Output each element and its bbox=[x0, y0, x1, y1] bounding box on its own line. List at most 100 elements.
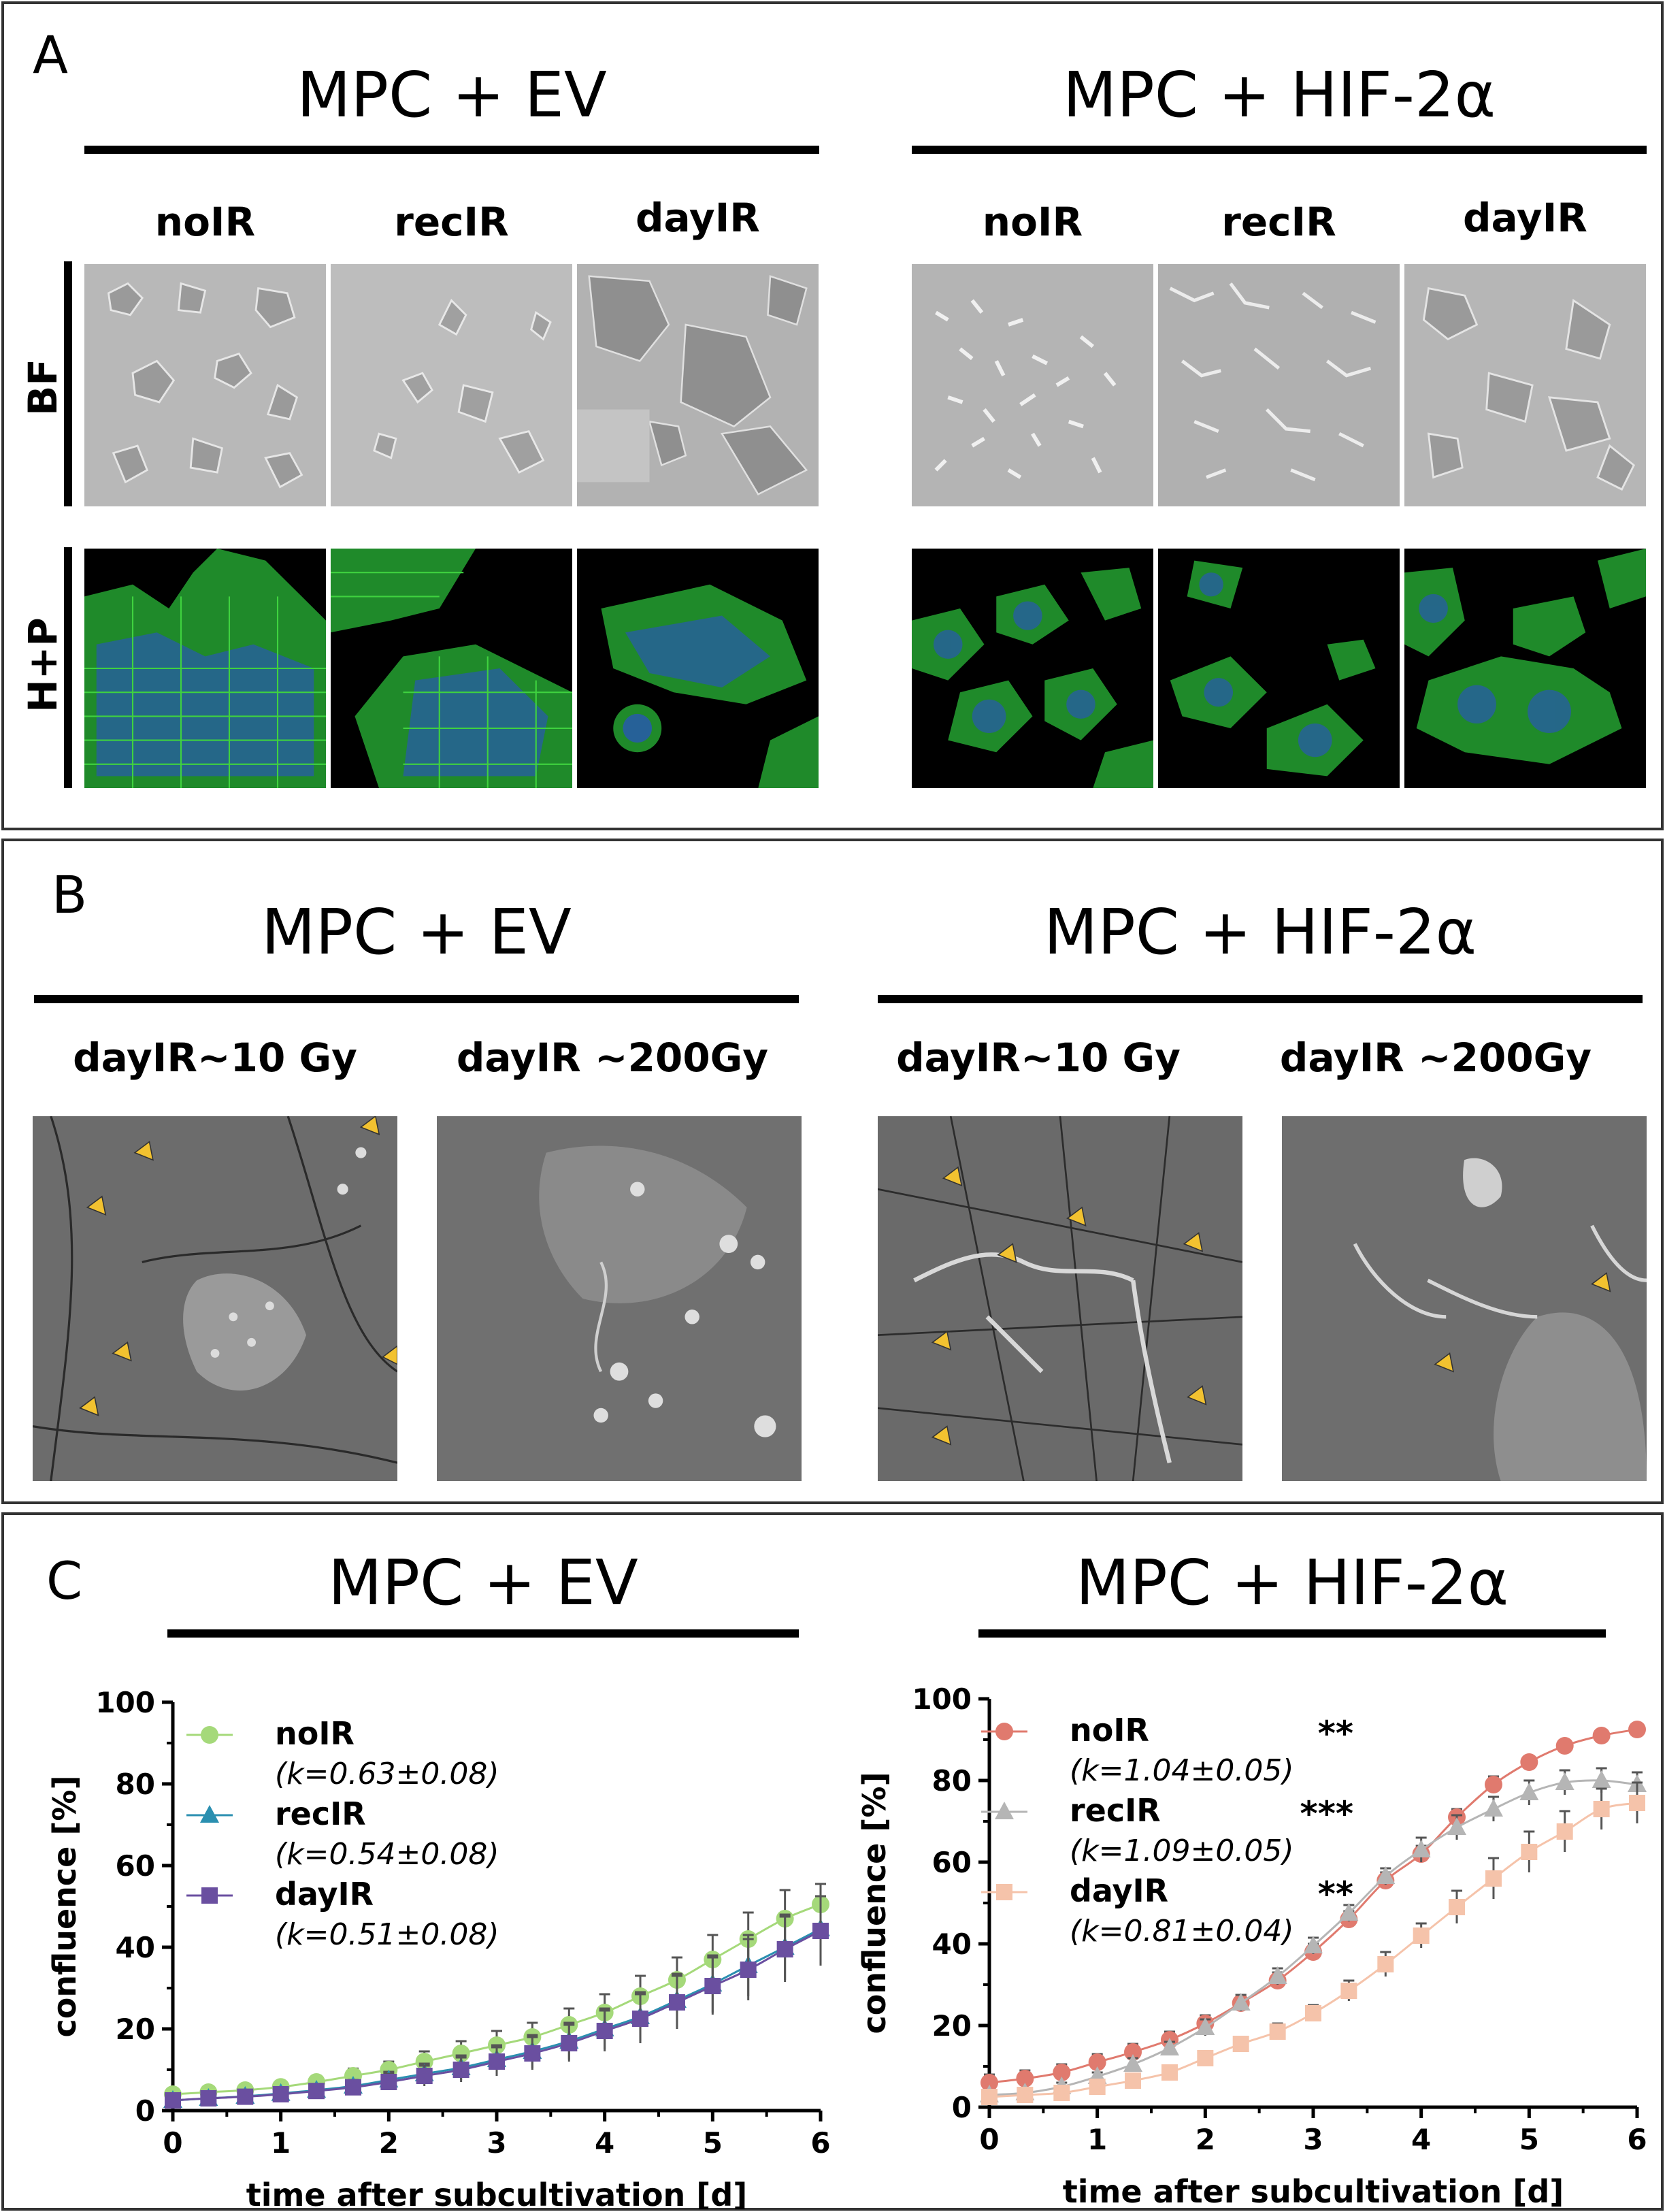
hp-micrograph-ev-recir bbox=[331, 549, 572, 788]
ev-dayIR-point bbox=[200, 2090, 217, 2107]
ev-dayIR-point bbox=[380, 2074, 397, 2090]
ev-legend-k-recIR: (k=0.54±0.08) bbox=[275, 1837, 499, 1872]
hif-noIR-point bbox=[1484, 1776, 1502, 1793]
panel-a-col-noir-hif: noIR bbox=[982, 199, 1083, 245]
ev-y-tick-label: 0 bbox=[135, 2094, 155, 2128]
hp-micrograph-ev-dayir bbox=[577, 549, 819, 788]
hif-noIR-point bbox=[1053, 2064, 1071, 2081]
hif-noIR-point bbox=[980, 2074, 998, 2092]
hif-legend-marker-dayIR bbox=[996, 1884, 1012, 1900]
hif-recIR-point bbox=[1123, 2054, 1143, 2072]
ev-y-tick-label: 20 bbox=[116, 2013, 155, 2046]
panel-c: C MPC + EV MPC + HIF-2α 0 20 40 60 80 100 0 1 2 3… bbox=[1, 1512, 1664, 2211]
hif-dayIR-point bbox=[1232, 2036, 1249, 2052]
hif-dayIR-point bbox=[1593, 1801, 1610, 1817]
hif-noIR-point bbox=[1016, 2070, 1034, 2087]
hif-recIR-point bbox=[1339, 1903, 1359, 1921]
hif-legend-marker-noIR bbox=[995, 1723, 1013, 1740]
ev-dayIR-point bbox=[237, 2088, 254, 2105]
ev-legend-marker-noIR bbox=[201, 1726, 218, 1744]
chart-ev: 0 20 40 60 80 100 0 1 2 3 4 5 6 time after subcultiva… bbox=[4, 1631, 841, 2209]
ev-legend-marker-recIR bbox=[200, 1805, 219, 1823]
chart-hif-svg: 0 20 40 60 80 100 0 1 2 3 4 5 6 time after subcultiva… bbox=[856, 1682, 1647, 2209]
ev-dayIR-point bbox=[668, 1994, 685, 2011]
ev-x-tick-label: 6 bbox=[810, 2126, 830, 2160]
hif-legend-label-noIR: noIR bbox=[1070, 1712, 1149, 1749]
ev-legend-label-dayIR: dayIR bbox=[275, 1876, 374, 1913]
hif-legend-sig-noIR: ** bbox=[1318, 1714, 1353, 1753]
hif-y-axis-title: confluence [%] bbox=[856, 1772, 893, 2034]
panel-a-col-noir-ev: noIR bbox=[154, 199, 256, 245]
panel-a: A MPC + EV MPC + HIF-2α noIR recIR dayIR… bbox=[1, 1, 1664, 830]
hif-dayIR-point bbox=[1521, 1844, 1538, 1860]
hif-noIR-point bbox=[1555, 1737, 1574, 1755]
ev-x-axis-title: time after subcultivation [d] bbox=[246, 2177, 748, 2209]
bf-micrograph-hif-recir bbox=[1158, 264, 1400, 506]
hif-noIR-point bbox=[1124, 2043, 1142, 2061]
hif-dayIR-point bbox=[1089, 2079, 1106, 2095]
hp-micrograph-hif-recir bbox=[1158, 549, 1400, 788]
ev-dayIR-point bbox=[165, 2092, 181, 2109]
panel-b-col-hif-200gy: dayIR ~200Gy bbox=[1279, 1035, 1592, 1081]
panel-a-col-recir-ev: recIR bbox=[394, 199, 509, 245]
hif-dayIR-point bbox=[1556, 1823, 1573, 1840]
panel-c-hif-title: MPC + HIF-2α bbox=[1075, 1546, 1509, 1619]
ev-y-tick-label: 40 bbox=[116, 1931, 155, 1964]
hif-noIR-point bbox=[1628, 1721, 1646, 1738]
hif-y-tick-label: 80 bbox=[932, 1764, 972, 1798]
hif-dayIR-point bbox=[1413, 1928, 1430, 1944]
hif-recIR-point bbox=[1411, 1840, 1431, 1857]
hif-x-tick-label: 6 bbox=[1627, 2123, 1647, 2156]
ev-dayIR-point bbox=[272, 2086, 289, 2102]
hif-y-tick-label: 60 bbox=[932, 1846, 972, 1879]
hif-y-tick-label: 40 bbox=[932, 1928, 972, 1961]
hif-recIR-point bbox=[1483, 1799, 1503, 1817]
hif-recIR-point bbox=[1376, 1866, 1396, 1884]
hif-dayIR-point bbox=[1197, 2050, 1214, 2066]
hif-legend-marker-recIR bbox=[995, 1802, 1014, 1819]
panel-a-hif-title: MPC + HIF-2α bbox=[1062, 59, 1496, 131]
hif-dayIR-point bbox=[1340, 1983, 1357, 1999]
hif-noIR-point bbox=[1520, 1753, 1538, 1771]
hif-legend-k-noIR: (k=1.04±0.05) bbox=[1070, 1753, 1293, 1788]
panel-a-col-recir-hif: recIR bbox=[1221, 199, 1336, 245]
hif-recIR-point bbox=[1231, 1993, 1251, 2011]
ev-y-tick-label: 100 bbox=[95, 1686, 155, 1719]
panel-b: B MPC + EV MPC + HIF-2α dayIR~10 Gy dayI… bbox=[1, 839, 1664, 1504]
phase-micrograph-hif-10gy bbox=[878, 1116, 1242, 1481]
ev-x-tick-label: 4 bbox=[595, 2126, 614, 2160]
bf-micrograph-ev-noir bbox=[84, 264, 326, 506]
hif-dayIR-point bbox=[1161, 2064, 1178, 2081]
panel-a-col-dayir-hif: dayIR bbox=[1463, 195, 1587, 241]
hif-dayIR-point bbox=[1017, 2087, 1034, 2103]
hif-recIR-point bbox=[1268, 1966, 1287, 1984]
hp-micrograph-hif-dayir bbox=[1404, 549, 1646, 788]
ev-y-tick-label: 60 bbox=[116, 1849, 155, 1883]
hif-dayIR-point bbox=[1125, 2072, 1142, 2089]
ev-dayIR-point bbox=[632, 2011, 649, 2027]
hif-x-axis-title: time after subcultivation [d] bbox=[1063, 2173, 1564, 2209]
phase-micrograph-hif-200gy bbox=[1282, 1116, 1647, 1481]
hif-noIR-point bbox=[1088, 2053, 1106, 2071]
ev-legend-label-recIR: recIR bbox=[275, 1795, 366, 1832]
bf-micrograph-hif-noir bbox=[912, 264, 1153, 506]
panel-a-ev-title: MPC + EV bbox=[297, 59, 607, 131]
panel-a-ev-rule bbox=[84, 146, 819, 154]
hif-recIR-point bbox=[1196, 2017, 1215, 2035]
ev-dayIR-point bbox=[489, 2053, 505, 2070]
panel-a-row-bf: BF bbox=[20, 359, 66, 416]
panel-b-col-ev-200gy: dayIR ~200Gy bbox=[456, 1035, 769, 1081]
ev-x-tick-label: 5 bbox=[703, 2126, 723, 2160]
hif-legend-k-recIR: (k=1.09±0.05) bbox=[1070, 1834, 1293, 1868]
panel-a-row-hp: H+P bbox=[20, 617, 66, 713]
panel-b-ev-rule bbox=[34, 995, 799, 1003]
panel-b-hif-title: MPC + HIF-2α bbox=[1043, 896, 1477, 969]
panel-a-letter: A bbox=[33, 25, 68, 85]
panel-a-bf-bar bbox=[64, 261, 72, 506]
hif-recIR-point bbox=[1555, 1772, 1575, 1790]
hif-noIR-point bbox=[1592, 1727, 1611, 1744]
ev-dayIR-point bbox=[812, 1923, 829, 1939]
panel-b-letter: B bbox=[52, 864, 88, 925]
hif-legend-label-dayIR: dayIR bbox=[1070, 1872, 1168, 1909]
ev-dayIR-point bbox=[740, 1962, 757, 1978]
